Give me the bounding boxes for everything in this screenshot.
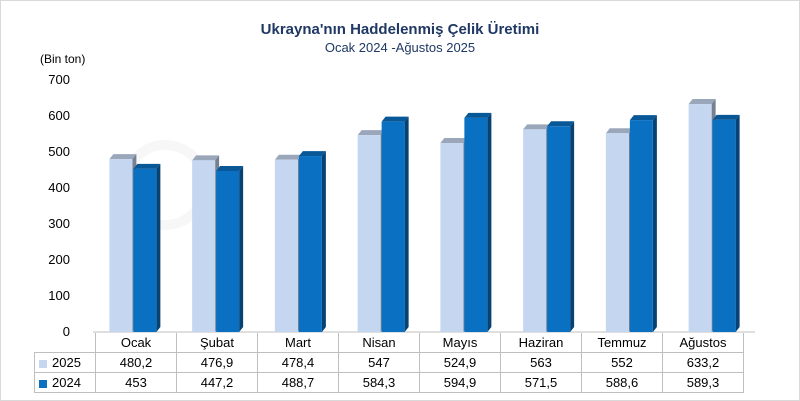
bar-side-2024: [321, 151, 326, 332]
bar-2025: [688, 104, 712, 332]
data-table-row-2025: 2025 480,2 476,9 478,4 547 524,9 563 552 633,2: [34, 352, 744, 373]
bar-top-2025: [523, 124, 551, 130]
x-tick-label: Mayıs: [419, 333, 501, 353]
bar-side-2024: [570, 121, 575, 332]
bar-2024: [133, 168, 157, 332]
bar-2024: [298, 156, 322, 332]
data-label-2024: 589,3: [662, 372, 744, 393]
data-label-2024: 588,6: [581, 372, 663, 393]
bar-2024: [712, 119, 736, 333]
data-label-2024: 584,3: [338, 372, 420, 393]
bar-2024: [216, 171, 240, 332]
x-tick-label: Şubat: [176, 333, 258, 353]
data-label-2024: 594,9: [419, 372, 501, 393]
data-label-2025: 524,9: [419, 352, 501, 373]
bar-top-2024: [629, 115, 657, 121]
data-label-2025: 476,9: [176, 352, 258, 373]
bar-2025: [605, 133, 629, 332]
x-tick-label: Temmuz: [581, 333, 663, 353]
bar-top-2025: [688, 99, 716, 105]
bar-2024: [464, 117, 488, 332]
bar-2025: [109, 159, 133, 332]
data-table-row-2024: 2024 453 447,2 488,7 584,3 594,9 571,5 588,6 58…: [34, 372, 744, 393]
bar-side-2024: [156, 163, 161, 332]
bar-2025: [357, 135, 381, 332]
bar-top-2024: [712, 114, 740, 120]
chart-subtitle: Ocak 2024 -Ağustos 2025: [324, 40, 476, 55]
y-tick-label: 500: [48, 144, 70, 159]
bar-2024: [381, 121, 405, 332]
bar-top-2025: [274, 154, 302, 160]
bar-top-2025: [109, 154, 137, 160]
bar-2024: [547, 126, 571, 332]
y-tick-label: 200: [48, 252, 70, 267]
data-table-corner: [35, 333, 96, 353]
data-label-2025: 633,2: [662, 352, 744, 373]
bar-top-2024: [298, 151, 326, 157]
bar-top-2024: [133, 163, 161, 169]
y-tick-label: 0: [62, 324, 70, 339]
legend-entry-2024: 2024: [34, 372, 96, 393]
data-label-2025: 547: [338, 352, 420, 373]
x-tick-label: Mart: [257, 333, 339, 353]
bar-side-2024: [404, 116, 409, 332]
data-label-2025: 563: [500, 352, 582, 373]
bar-top-2024: [381, 116, 409, 122]
data-label-2024: 453: [95, 372, 177, 393]
bar-2025: [192, 160, 216, 332]
y-tick-label: 700: [48, 72, 70, 87]
bar-top-2024: [216, 166, 244, 172]
bar-side-2024: [487, 112, 492, 332]
bar-top-2024: [464, 112, 492, 118]
bar-top-2025: [357, 130, 385, 136]
y-tick-label: 600: [48, 108, 70, 123]
data-table-header-row: Ocak Şubat Mart Nisan Mayıs Haziran Temmuz Ağus…: [35, 333, 744, 353]
data-label-2025: 552: [581, 352, 663, 373]
y-axis-unit-label: (Bin ton): [40, 52, 86, 66]
bar-2025: [274, 159, 298, 332]
data-label-2024: 571,5: [500, 372, 582, 393]
bar-top-2025: [440, 138, 468, 144]
y-tick-label: 100: [48, 288, 70, 303]
x-tick-label: Nisan: [338, 333, 420, 353]
y-tick-label: 300: [48, 216, 70, 231]
x-tick-label: Ağustos: [662, 333, 744, 353]
data-label-2025: 480,2: [95, 352, 177, 373]
legend-entry-2025: 2025: [34, 352, 96, 373]
data-label-2024: 488,7: [257, 372, 339, 393]
bar-side-2024: [239, 166, 244, 332]
y-tick-label: 400: [48, 180, 70, 195]
chart-title: Ukrayna'nın Haddelenmiş Çelik Üretimi: [260, 21, 540, 38]
data-label-2024: 447,2: [176, 372, 258, 393]
x-tick-label: Haziran: [500, 333, 582, 353]
bar-top-2025: [192, 155, 220, 161]
bar-top-2024: [547, 121, 575, 127]
bar-top-2025: [605, 128, 633, 134]
legend-label-2025: 2025: [52, 355, 81, 370]
legend-swatch-2025: [39, 359, 47, 368]
bar-side-2024: [652, 115, 657, 332]
bar-side-2024: [735, 114, 740, 333]
bar-2025: [523, 129, 547, 332]
x-tick-label: Ocak: [95, 333, 177, 353]
data-label-2025: 478,4: [257, 352, 339, 373]
legend-label-2024: 2024: [52, 375, 81, 390]
legend-swatch-2024: [39, 379, 47, 388]
bar-2024: [629, 120, 653, 332]
bar-2025: [440, 143, 464, 332]
data-table: Ocak Şubat Mart Nisan Mayıs Haziran Temmuz Ağus…: [34, 333, 744, 393]
